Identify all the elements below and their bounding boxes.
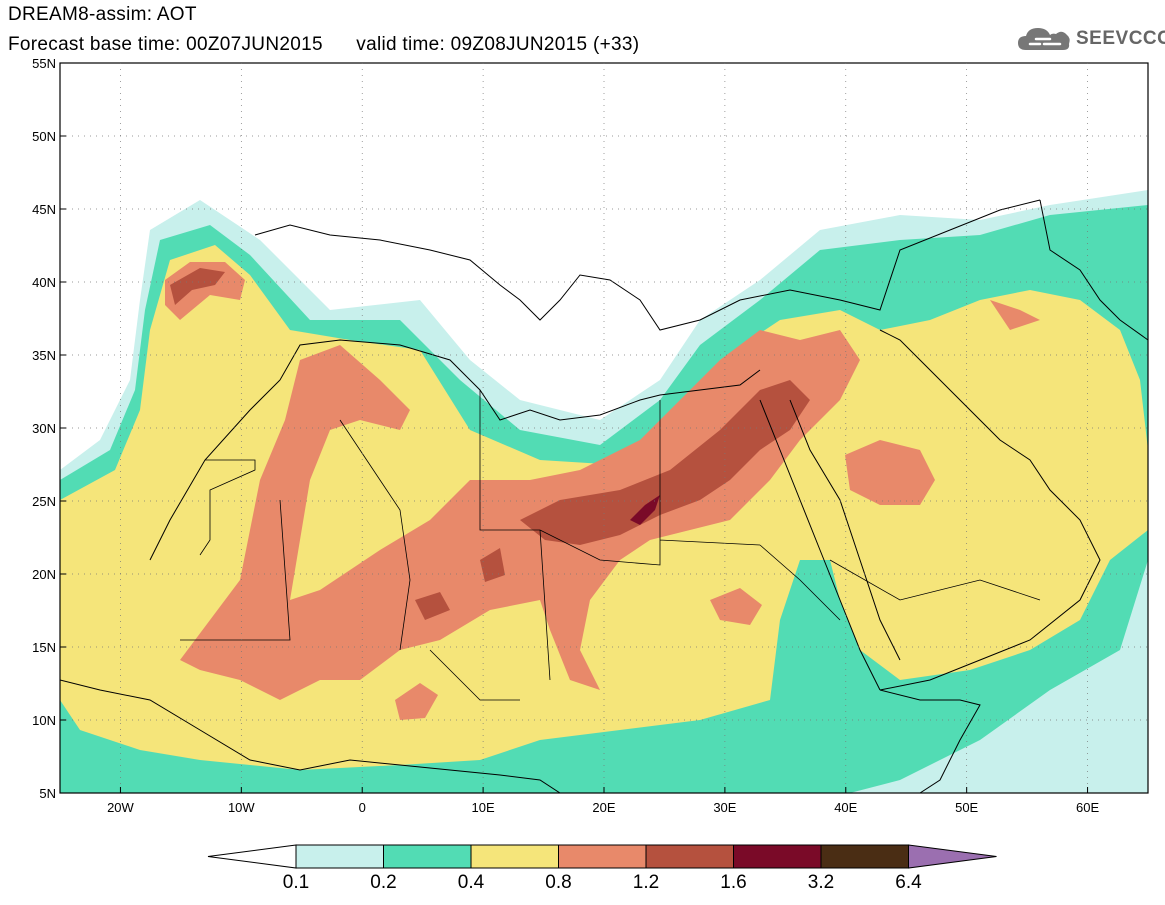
colorbar-box [295, 844, 384, 869]
aot-band-1.2b [170, 268, 225, 305]
colorbar-box [470, 844, 559, 869]
colorbar-box [383, 844, 472, 869]
lat-tick-label: 45N [32, 202, 56, 217]
gulf-of-guinea-coast [60, 679, 561, 793]
aot-band-0.8d [395, 683, 438, 720]
lon-tick-label: 20E [592, 800, 615, 815]
colorbar-box [820, 844, 909, 869]
colorbar-labels: 0.1 0.2 0.4 0.8 1.2 1.6 3.2 6.4 [283, 872, 922, 893]
lon-tick-label: 10E [472, 800, 495, 815]
colorbar-box [733, 844, 822, 869]
aot-band-0.8c [845, 440, 935, 505]
logo-text: SEEVCCC [1076, 28, 1165, 49]
lon-tick-label: 10W [228, 800, 255, 815]
lat-tick-label: 40N [32, 275, 56, 290]
lon-tick-label: 60E [1076, 800, 1099, 815]
lon-ticks: 20W 10W 0 10E 20E 30E 40E 50E 60E [107, 787, 1099, 815]
lat-tick-label: 55N [32, 56, 56, 71]
colorbar-arrow-low [207, 844, 297, 869]
aot-map: 5N 10N 15N 20N 25N 30N 35N 40N 45N 50N 55N 20W 10W 0… [32, 56, 1149, 815]
coastlines [60, 199, 1148, 793]
lat-tick-label: 30N [32, 421, 56, 436]
lat-tick-label: 50N [32, 129, 56, 144]
colorbar-label: 1.6 [720, 872, 746, 893]
country-borders [180, 390, 1041, 701]
lat-tick-label: 10N [32, 713, 56, 728]
aot-band-0.8e [710, 588, 762, 625]
colorbar-label: 0.4 [458, 872, 485, 893]
colorbar-label: 0.1 [283, 872, 309, 893]
colorbar-label: 0.8 [545, 872, 571, 893]
red-sea [759, 399, 901, 691]
caspian-region [1039, 199, 1148, 341]
europe-coast [254, 199, 1041, 331]
cloud-icon [1018, 28, 1070, 50]
colorbar-boxes [207, 844, 997, 869]
aot-band-1.2a [520, 380, 810, 545]
colorbar-arrow-high [908, 844, 997, 869]
gridlines [60, 63, 1148, 793]
map-subtitle: Forecast base time: 00Z07JUN2015 valid t… [8, 34, 640, 55]
colorbar-label: 3.2 [808, 872, 834, 893]
lat-tick-label: 5N [39, 786, 56, 801]
horn-of-africa [879, 689, 981, 793]
lat-tick-label: 25N [32, 494, 56, 509]
lat-ticks: 5N 10N 15N 20N 25N 30N 35N 40N 45N 50N 55N [32, 56, 66, 801]
colorbar-label: 0.2 [370, 872, 396, 893]
map-title: DREAM8-assim: AOT [8, 4, 197, 25]
aot-band-0.8f [990, 300, 1040, 330]
colorbar-box [645, 844, 734, 869]
lon-tick-label: 20W [107, 800, 134, 815]
lon-tick-label: 50E [955, 800, 978, 815]
arabia-coast [879, 329, 1101, 691]
logo: SEEVCCC [1016, 24, 1165, 54]
lon-tick-label: 0 [359, 800, 366, 815]
lat-tick-label: 35N [32, 348, 56, 363]
lat-tick-label: 15N [32, 640, 56, 655]
aot-band-0.8a [180, 330, 860, 700]
colorbar-box [558, 844, 647, 869]
lon-tick-label: 40E [834, 800, 857, 815]
colorbar: 0.1 0.2 0.4 0.8 1.2 1.6 3.2 6.4 [207, 844, 997, 893]
aot-band-1.2d [480, 548, 505, 582]
aot-band-1.2c [415, 592, 450, 620]
aot-band-1.6 [630, 495, 660, 525]
lon-tick-label: 30E [713, 800, 736, 815]
colorbar-label: 6.4 [895, 872, 922, 893]
lat-tick-label: 20N [32, 567, 56, 582]
colorbar-label: 1.2 [633, 872, 659, 893]
